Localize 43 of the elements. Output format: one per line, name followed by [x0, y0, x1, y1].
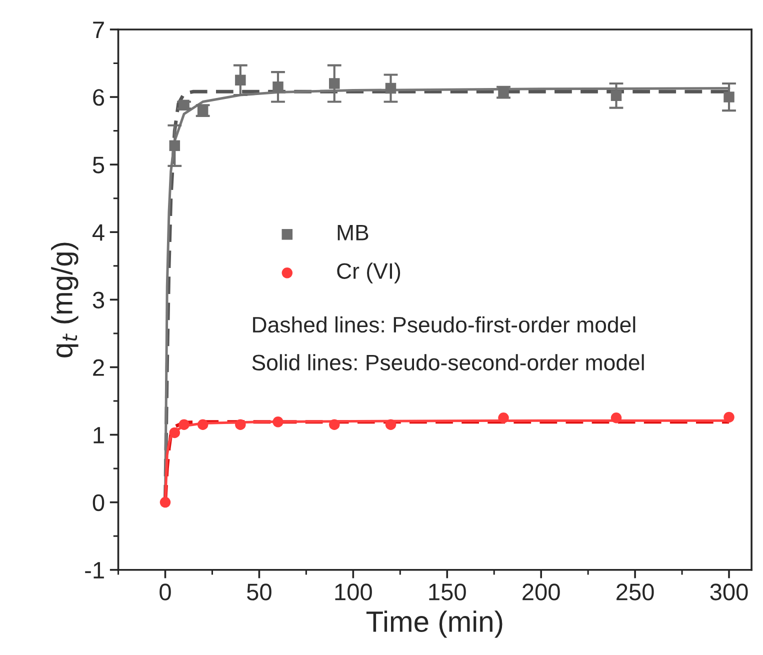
y-tick-label: 0 [92, 494, 104, 512]
annotation: Dashed lines: Pseudo-first-order model [253, 316, 636, 333]
point [610, 412, 622, 424]
x-axis-title: Time (min) [366, 610, 502, 638]
point [235, 419, 246, 430]
x-tick-label: 150 [429, 584, 466, 600]
point [197, 105, 208, 116]
point [178, 419, 190, 430]
legend-label: Cr (VI) [337, 262, 400, 284]
point [197, 419, 208, 430]
point [272, 416, 284, 428]
point [160, 496, 171, 508]
x-tick-label: 0 [160, 584, 171, 600]
point [328, 419, 340, 430]
y-tick-label: -1 [85, 562, 104, 578]
x-tick-label: 100 [335, 584, 372, 600]
y-tick-label: 5 [92, 156, 104, 174]
legend-label: MB [338, 224, 368, 240]
y-tick-label: 7 [93, 22, 104, 38]
point [178, 100, 190, 111]
point [498, 412, 509, 424]
y-tick-label: 2 [93, 359, 104, 376]
y-tick-label: 4 [92, 224, 104, 241]
x-tick-label: 300 [710, 584, 748, 600]
point [385, 419, 396, 430]
point [272, 82, 284, 92]
point [385, 82, 396, 94]
point [328, 78, 340, 89]
x-tick-label: 200 [522, 584, 560, 600]
y-axis-title: q$_{t}$ (mg/g) [51, 242, 78, 358]
point [235, 74, 246, 86]
point [724, 412, 734, 423]
x-tick-label: 250 [616, 584, 654, 600]
point [169, 140, 180, 152]
y-tick-label: 6 [93, 89, 104, 106]
point [498, 86, 509, 98]
x-tick-label: 50 [247, 584, 272, 600]
point [169, 427, 180, 438]
y-tick-label: 1 [94, 427, 104, 444]
annotation: Solid lines: Pseudo-second-order model [252, 354, 644, 370]
point [610, 90, 622, 102]
point [724, 92, 734, 102]
y-tick-label: 3 [92, 292, 104, 308]
